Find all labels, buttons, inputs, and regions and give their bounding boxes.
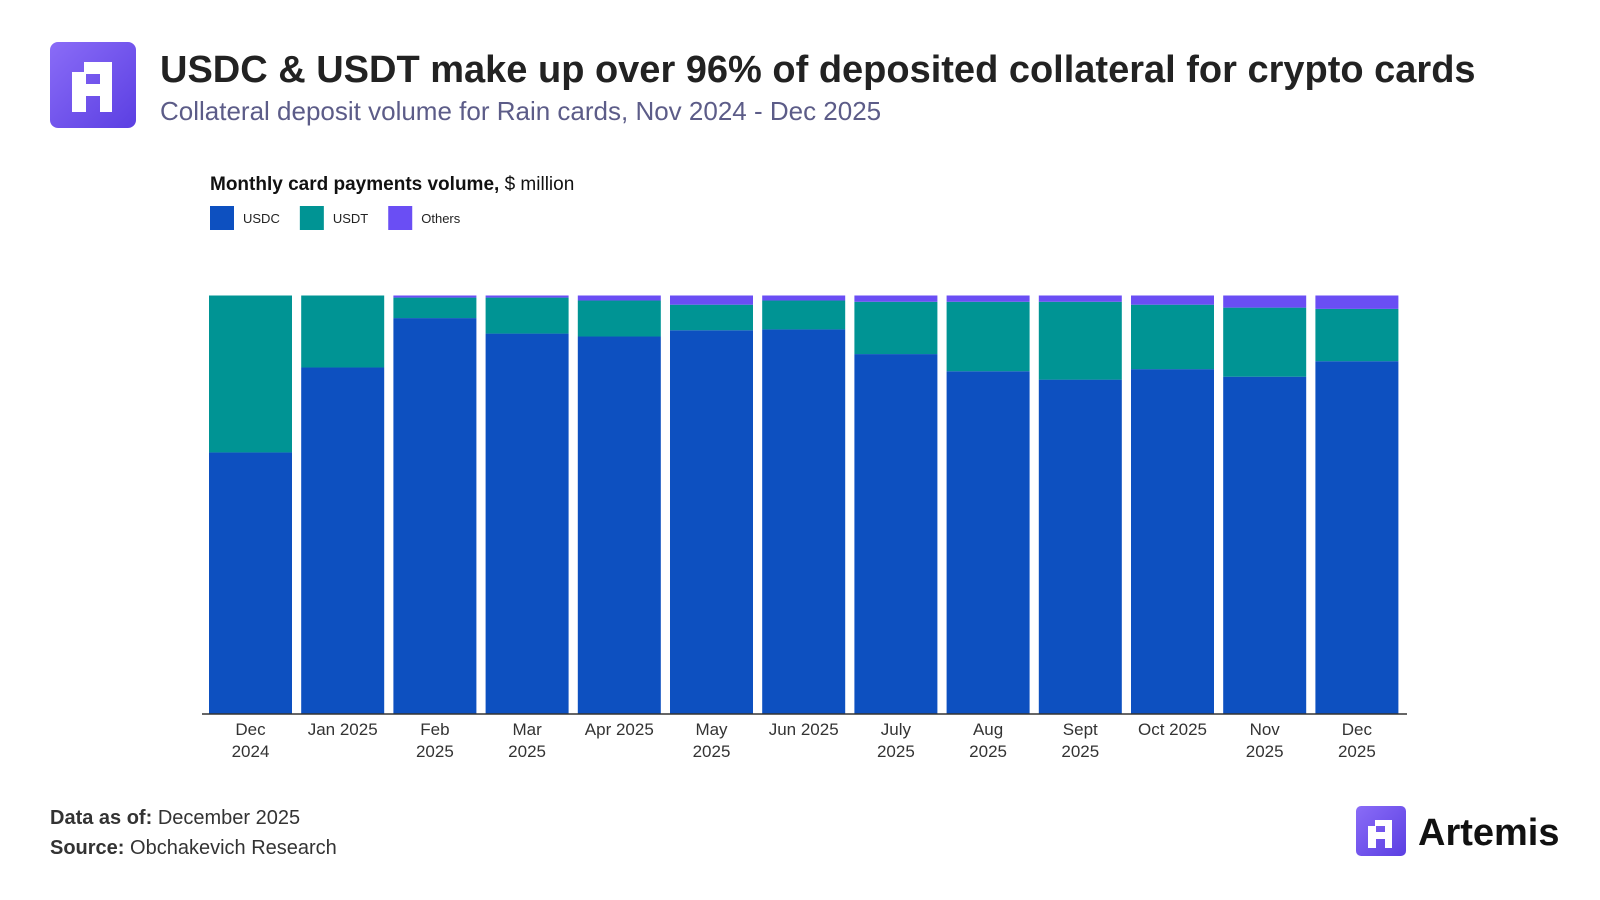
- bar-segment: [301, 367, 385, 714]
- bar-segment: [670, 304, 753, 331]
- x-tick-label: Mar 2025: [508, 720, 546, 761]
- bar-segment: [854, 295, 938, 302]
- bar-segment: [1223, 295, 1307, 308]
- bar-segment: [670, 295, 753, 305]
- legend-swatch: [299, 206, 324, 230]
- bar-segment: [854, 354, 938, 714]
- x-tick-label: Jun 2025: [768, 720, 839, 739]
- logo: [50, 42, 136, 128]
- bar-segment: [1315, 361, 1399, 714]
- bar-segment: [485, 297, 569, 334]
- source-label: Source:: [50, 837, 124, 859]
- subtitle: Collateral deposit volume for Rain cards…: [160, 96, 881, 126]
- bar-segment: [577, 295, 661, 301]
- legend-swatch: [210, 206, 234, 230]
- bar-segment: [670, 330, 753, 714]
- bar-segment: [577, 300, 661, 337]
- bar-segment: [1315, 308, 1399, 362]
- source-value: Obchakevich Research: [130, 837, 337, 859]
- x-tick-label: Dec 2024: [231, 720, 270, 761]
- bar-segment: [1131, 295, 1214, 305]
- bar-segment: [393, 318, 477, 714]
- x-tick-label: Nov 2025: [1245, 720, 1284, 761]
- x-tick-label: Jan 2025: [307, 720, 378, 739]
- source: Source: Obchakevich Research: [50, 837, 337, 859]
- bar-segment: [1223, 376, 1307, 714]
- chart-title: Monthly card payments volume, $ million: [210, 174, 574, 195]
- data-as-of-value: December 2025: [158, 807, 300, 829]
- legend-label: Others: [421, 211, 461, 226]
- bar-segment: [209, 452, 292, 714]
- bar-segment: [577, 336, 661, 714]
- bar-segment: [1315, 295, 1399, 309]
- x-tick-label: July 2025: [876, 720, 915, 761]
- legend-label: USDT: [333, 211, 368, 226]
- bar-segment: [762, 300, 846, 330]
- title: USDC & USDT make up over 96% of deposite…: [160, 49, 1476, 91]
- bar-segment: [762, 295, 846, 301]
- x-tick-label: Apr 2025: [584, 720, 654, 739]
- chart-title-main: Monthly card payments volume,: [210, 174, 499, 195]
- x-tick-label: Feb 2025: [415, 720, 454, 761]
- bar-segment: [1223, 307, 1307, 377]
- bar-segment: [946, 371, 1030, 714]
- data-as-of: Data as of: December 2025: [50, 807, 300, 829]
- bar-segment: [762, 329, 846, 714]
- x-tick-label: Dec 2025: [1337, 720, 1376, 761]
- bar-segment: [1131, 369, 1214, 714]
- brand: Artemis: [1418, 812, 1560, 854]
- bar-segment: [946, 295, 1030, 302]
- bar-segment: [393, 297, 477, 319]
- bar-segment: [1038, 301, 1122, 380]
- bar-segment: [209, 295, 292, 453]
- x-tick-label: Oct 2025: [1138, 720, 1207, 739]
- bar-segment: [1038, 295, 1122, 302]
- brand-logo: [1356, 806, 1406, 856]
- bar-segment: [485, 333, 569, 714]
- bar-segment: [1038, 379, 1122, 714]
- chart-title-unit: $ million: [505, 174, 575, 195]
- x-tick-label: May 2025: [692, 720, 731, 761]
- bar-segment: [393, 295, 477, 298]
- x-tick-label: Sept 2025: [1061, 720, 1100, 761]
- bar-segment: [1131, 304, 1214, 370]
- bar-segment: [946, 301, 1030, 372]
- bar-segment: [301, 295, 385, 368]
- legend-label: USDC: [243, 211, 280, 226]
- x-tick-label: Aug 2025: [969, 720, 1007, 761]
- bar-segment: [485, 295, 569, 298]
- legend-swatch: [388, 206, 413, 230]
- data-as-of-label: Data as of:: [50, 807, 152, 829]
- bar-segment: [854, 301, 938, 355]
